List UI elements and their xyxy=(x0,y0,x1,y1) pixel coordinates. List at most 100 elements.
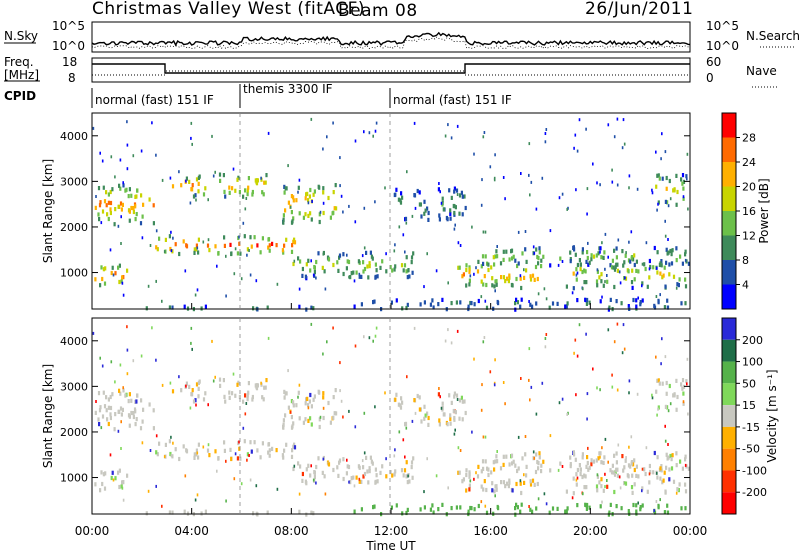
power-cell xyxy=(301,266,304,272)
velocity-cell xyxy=(483,479,486,484)
date-label: 26/Jun/2011 xyxy=(585,0,693,19)
velocity-cell xyxy=(368,469,371,474)
velocity-cell xyxy=(571,496,574,500)
velocity-cell xyxy=(625,456,627,460)
power-cell xyxy=(334,183,337,188)
velocity-cell xyxy=(535,452,538,457)
velocity-cell xyxy=(635,503,638,508)
velocity-cell xyxy=(207,443,210,447)
velocity-cell xyxy=(185,384,187,388)
velocity-cell xyxy=(477,503,480,509)
velocity-cell xyxy=(375,326,378,330)
velocity-cell xyxy=(633,467,636,473)
velocity-cell xyxy=(218,377,222,382)
power-cell xyxy=(529,274,532,279)
power-cell xyxy=(318,219,321,225)
velocity-cell xyxy=(363,411,366,415)
power-cell xyxy=(155,279,157,283)
velocity-cell xyxy=(368,336,371,340)
velocity-cell xyxy=(353,509,356,514)
power-cell xyxy=(670,261,674,266)
power-cell xyxy=(529,193,531,197)
power-cell xyxy=(283,243,286,248)
velocity-cell xyxy=(613,489,616,495)
velocity-cell xyxy=(261,395,264,400)
velocity-cell xyxy=(531,509,534,514)
power-cell xyxy=(686,152,689,156)
power-cell xyxy=(494,279,497,284)
power-cell xyxy=(285,186,288,191)
velocity-cell xyxy=(672,479,676,484)
velocity-cell xyxy=(423,416,426,421)
velocity-cell xyxy=(447,328,449,332)
power-cell xyxy=(349,275,352,280)
velocity-cell xyxy=(496,450,498,453)
velocity-cell xyxy=(576,467,579,473)
power-cell xyxy=(454,205,457,210)
velocity-cell xyxy=(304,479,307,484)
velocity-cell xyxy=(682,401,685,406)
power-cell xyxy=(519,274,522,278)
power-cell xyxy=(164,237,167,242)
velocity-cell xyxy=(164,442,167,447)
power-cell xyxy=(236,177,239,182)
power-cell xyxy=(381,259,384,264)
power-cell xyxy=(662,273,665,278)
velocity-cell xyxy=(333,411,336,416)
velocity-cell xyxy=(670,457,673,462)
velocity-cell xyxy=(468,474,471,479)
power-cell xyxy=(573,146,575,150)
velocity-cell xyxy=(658,381,661,386)
power-cell xyxy=(290,210,293,215)
power-cell xyxy=(271,241,274,246)
velocity-cell xyxy=(578,463,581,468)
velocity-cell xyxy=(111,392,114,397)
power-cell xyxy=(475,266,477,270)
velocity-cell xyxy=(616,467,619,472)
power-cell xyxy=(333,206,336,211)
power-cell xyxy=(507,279,510,284)
velocity-cell xyxy=(109,394,112,400)
power-cell xyxy=(437,302,440,307)
power-cell xyxy=(228,185,231,190)
velocity-cell xyxy=(675,463,678,468)
freq-trace xyxy=(92,63,690,74)
power-cell xyxy=(193,247,196,252)
power-cell xyxy=(583,280,586,285)
velocity-cell xyxy=(327,462,331,467)
velocity-cell xyxy=(256,448,259,453)
velocity-cell xyxy=(578,323,581,327)
power-cell xyxy=(631,268,634,273)
power-cell xyxy=(636,187,639,191)
velocity-cell xyxy=(104,471,107,476)
power-cell xyxy=(418,190,421,195)
velocity-cell xyxy=(523,473,525,477)
power-cell xyxy=(576,149,579,153)
power-cell xyxy=(240,277,243,281)
power-cell xyxy=(348,275,350,279)
velocity-cell xyxy=(114,476,117,481)
velocity-cell xyxy=(374,334,377,338)
power-cell xyxy=(307,201,310,205)
power-cell xyxy=(374,200,376,204)
power-cell xyxy=(190,121,193,125)
power-cell xyxy=(621,146,624,150)
velocity-cell xyxy=(405,460,408,465)
power-cell xyxy=(350,271,353,276)
velocity-cell xyxy=(664,439,667,443)
velocity-cell xyxy=(339,389,341,393)
power-cell xyxy=(585,301,588,306)
power-cell xyxy=(468,282,471,287)
velocity-cell xyxy=(541,381,544,385)
velocity-cell xyxy=(105,408,108,413)
velocity-cell xyxy=(322,415,325,421)
velocity-cell xyxy=(307,418,310,423)
velocity-cell xyxy=(575,393,577,397)
power-cell xyxy=(126,120,128,124)
power-cell xyxy=(222,173,225,178)
power-cell xyxy=(338,253,342,258)
power-cell xyxy=(607,123,610,127)
power-cell xyxy=(363,266,367,272)
power-cell xyxy=(101,276,104,282)
